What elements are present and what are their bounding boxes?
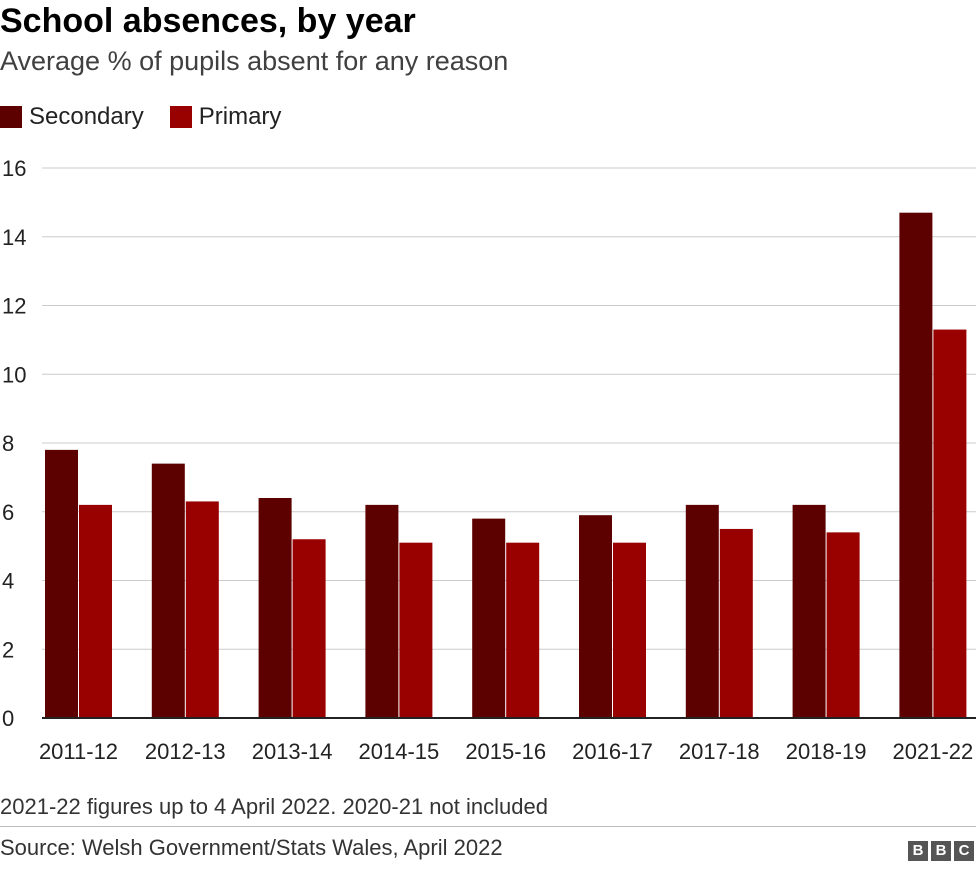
x-tick-label: 2021-22 [893,739,974,764]
x-tick-label: 2013-14 [252,739,333,764]
bar-secondary [45,449,78,718]
bar-secondary [258,498,292,718]
chart-subtitle: Average % of pupils absent for any reaso… [0,46,509,76]
bbc-logo: B B C [905,841,974,861]
y-tick-label: 8 [2,431,14,456]
bar-primary [292,539,326,718]
y-tick-label: 4 [2,569,14,594]
bar-secondary [792,504,826,718]
legend-label-primary: Primary [198,103,282,130]
chart-title: School absences, by year [0,2,416,40]
x-tick-label: 2012-13 [145,739,226,764]
bar-primary [826,532,860,718]
bar-primary [506,542,540,718]
y-tick-label: 12 [2,294,26,319]
bbc-logo-letter: C [954,841,974,861]
legend-label-secondary: Secondary [29,103,144,130]
x-tick-label: 2017-18 [679,739,760,764]
bar-primary [79,504,112,718]
footer-divider [0,826,976,827]
y-tick-label: 0 [2,706,14,731]
bar-secondary [151,463,185,718]
legend-item-secondary: Secondary [0,103,144,131]
bar-primary [719,528,753,718]
bar-primary [933,329,967,718]
bar-primary [399,542,433,718]
legend: Secondary Primary [0,103,307,131]
x-tick-label: 2016-17 [572,739,653,764]
bar-secondary [899,212,933,718]
y-tick-label: 10 [2,362,26,387]
bar-secondary [472,518,506,718]
y-tick-label: 6 [2,500,14,525]
bar-secondary [579,515,612,718]
x-tick-label: 2011-12 [39,739,118,764]
x-tick-label: 2018-19 [786,739,867,764]
x-tick-label: 2015-16 [465,739,546,764]
bar-chart: 0 2 4 6 8 10 12 14 16 2011-12 2012-13 2013-14 2014-1… [2,156,976,764]
y-tick-label: 14 [2,225,26,250]
bar-primary [185,501,219,718]
x-tick-label: 2014-15 [359,739,440,764]
bbc-logo-letter: B [931,841,951,861]
legend-swatch-secondary [0,106,22,128]
legend-item-primary: Primary [169,103,282,131]
source-text: Source: Welsh Government/Stats Wales, Ap… [0,835,503,860]
bar-secondary [365,504,399,718]
bar-secondary [685,504,719,718]
legend-swatch-primary [169,106,192,128]
y-tick-label: 16 [2,156,26,181]
footnote: 2021-22 figures up to 4 April 2022. 2020… [0,794,548,819]
bbc-logo-letter: B [908,841,928,861]
y-tick-label: 2 [2,637,14,662]
bar-primary [613,542,646,718]
